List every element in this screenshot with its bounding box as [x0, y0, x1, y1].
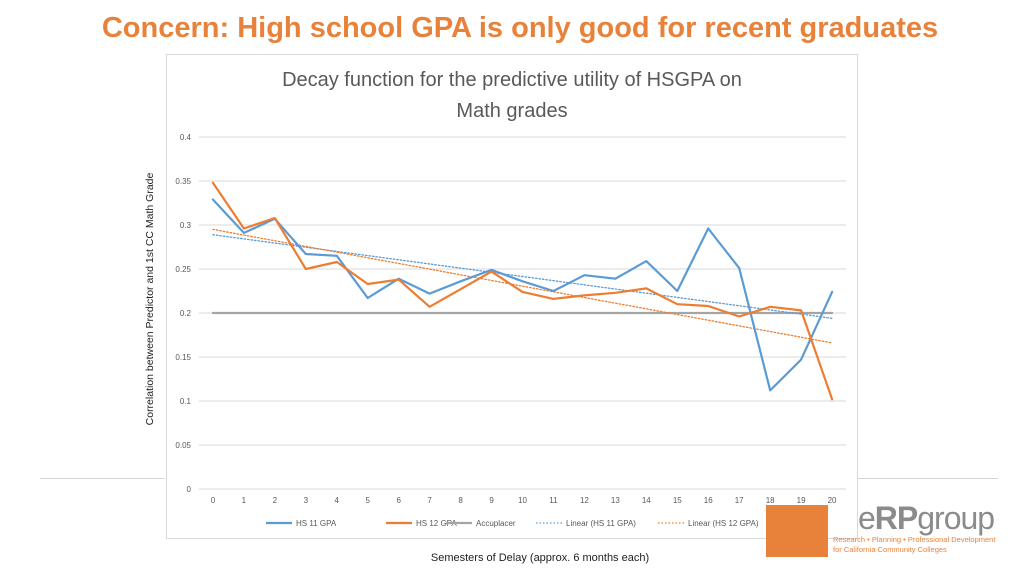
- x-tick-label: 10: [518, 496, 527, 505]
- series-lines: [211, 181, 834, 401]
- x-tick-label: 3: [304, 496, 309, 505]
- x-tick-label: 14: [642, 496, 651, 505]
- x-axis-title: Semesters of Delay (approx. 6 months eac…: [430, 552, 650, 564]
- logo-tagline: Research • Planning • Professional Devel…: [833, 535, 1013, 555]
- x-tick-labels: 0 1 2 3 4 5 6 7 8 9 10 11 12 13 14 15 16 17 18 19 20: [211, 496, 837, 505]
- logo-mark-bold: RP: [874, 500, 918, 536]
- legend-label: Linear (HS 11 GPA): [566, 519, 636, 528]
- slide-title: Concern: High school GPA is only good fo…: [101, 12, 939, 44]
- x-tick-label: 19: [797, 496, 806, 505]
- x-tick-label: 16: [704, 496, 713, 505]
- y-tick-label: 0.4: [180, 133, 192, 142]
- y-tick-labels: 0 0.05 0.1 0.15 0.2 0.25 0.3 0.35 0.4: [175, 133, 191, 494]
- divider-right: [858, 478, 998, 479]
- y-axis-title: Correlation between Predictor and 1st CC…: [144, 172, 156, 426]
- x-tick-label: 4: [335, 496, 340, 505]
- y-tick-label: 0: [187, 485, 192, 494]
- legend-label: Linear (HS 12 GPA): [688, 519, 759, 528]
- y-tick-label: 0.25: [175, 265, 191, 274]
- series-line-hs-12-gpa: [211, 181, 834, 401]
- legend-label: HS 11 GPA: [296, 519, 337, 528]
- legend-label: Accuplacer: [476, 519, 516, 528]
- y-tick-label: 0.2: [180, 309, 192, 318]
- legend-label: HS 12 GPA: [416, 519, 457, 528]
- chart-frame: [166, 54, 858, 539]
- y-tick-label: 0.35: [175, 177, 191, 186]
- x-tick-label: 18: [766, 496, 775, 505]
- y-tick-label: 0.05: [175, 441, 191, 450]
- erp-logo: eRPgroup: [858, 500, 995, 537]
- x-tick-label: 7: [427, 496, 432, 505]
- logo-tagline-line2: for California Community Colleges: [833, 545, 947, 554]
- series-line-hs-11-gpa: [211, 198, 834, 392]
- x-tick-label: 11: [549, 496, 558, 505]
- y-tick-label: 0.3: [180, 221, 192, 230]
- divider-left: [40, 478, 165, 479]
- logo-mark-suffix: group: [917, 500, 995, 536]
- logo-mark-prefix: e: [858, 500, 876, 536]
- y-tick-label: 0.15: [175, 353, 191, 362]
- x-tick-label: 15: [673, 496, 682, 505]
- x-tick-label: 5: [365, 496, 370, 505]
- x-tick-label: 17: [735, 496, 744, 505]
- series-line-linear-hs-11-gpa: [212, 234, 833, 319]
- x-tick-label: 2: [273, 496, 278, 505]
- x-tick-label: 20: [828, 496, 837, 505]
- x-tick-label: 12: [580, 496, 589, 505]
- x-tick-label: 13: [611, 496, 620, 505]
- legend: HS 11 GPA HS 12 GPA Accuplacer Linear (HS 1…: [266, 519, 759, 528]
- logo-tagline-line1: Research • Planning • Professional Devel…: [833, 535, 996, 544]
- logo-block: [766, 505, 828, 557]
- series-line-linear-hs-12-gpa: [212, 228, 833, 344]
- x-tick-label: 6: [396, 496, 401, 505]
- x-tick-label: 1: [242, 496, 247, 505]
- x-tick-label: 8: [458, 496, 463, 505]
- x-tick-label: 9: [489, 496, 494, 505]
- chart-title-line1: Decay function for the predictive utilit…: [282, 69, 742, 91]
- y-tick-label: 0.1: [180, 397, 192, 406]
- x-tick-label: 0: [211, 496, 216, 505]
- chart-title-line2: Math grades: [456, 100, 567, 122]
